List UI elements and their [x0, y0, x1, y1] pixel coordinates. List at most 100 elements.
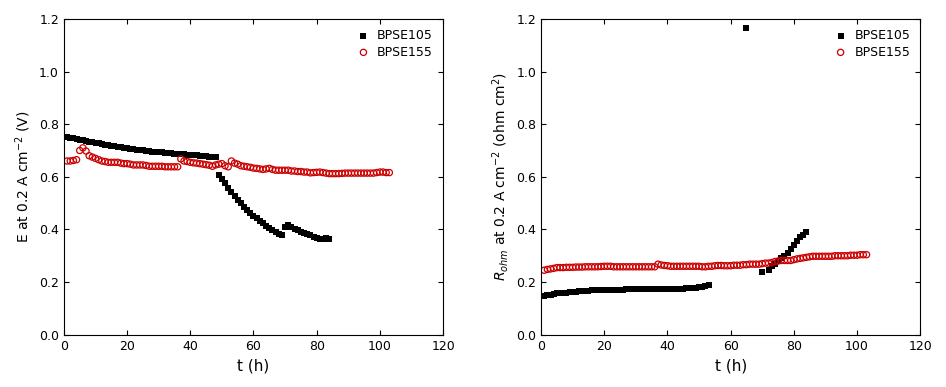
BPSE105 [284, 224, 299, 230]
BPSE105 [132, 147, 148, 153]
BPSE155 [363, 170, 378, 176]
BPSE155 [66, 158, 81, 164]
BPSE155 [569, 264, 584, 270]
BPSE105 [303, 232, 318, 238]
BPSE155 [373, 169, 388, 175]
BPSE105 [262, 225, 277, 231]
BPSE155 [296, 169, 311, 175]
BPSE155 [682, 263, 697, 269]
BPSE105 [581, 288, 596, 294]
BPSE155 [114, 160, 129, 166]
BPSE155 [239, 164, 254, 170]
BPSE155 [843, 252, 858, 258]
BPSE155 [616, 264, 631, 270]
BPSE155 [739, 262, 754, 268]
BPSE155 [253, 166, 268, 172]
BPSE105 [246, 212, 261, 219]
BPSE105 [76, 137, 91, 144]
BPSE105 [110, 144, 125, 150]
BPSE155 [597, 263, 612, 269]
BPSE155 [641, 264, 657, 270]
BPSE155 [632, 264, 647, 270]
BPSE105 [796, 231, 811, 238]
BPSE155 [761, 260, 776, 266]
BPSE155 [328, 171, 343, 177]
BPSE155 [107, 159, 122, 165]
BPSE155 [357, 170, 372, 176]
BPSE155 [828, 253, 843, 259]
BPSE105 [632, 286, 647, 292]
X-axis label: t (h): t (h) [237, 358, 270, 373]
BPSE105 [88, 140, 103, 146]
BPSE105 [543, 291, 558, 298]
BPSE155 [72, 147, 87, 154]
BPSE155 [713, 262, 728, 269]
BPSE105 [593, 288, 608, 294]
BPSE105 [739, 25, 754, 31]
BPSE105 [62, 135, 78, 141]
BPSE105 [114, 144, 129, 151]
BPSE155 [236, 163, 252, 170]
BPSE155 [850, 252, 865, 258]
BPSE155 [663, 263, 678, 269]
BPSE155 [126, 162, 141, 168]
BPSE155 [578, 264, 593, 270]
BPSE155 [625, 264, 640, 270]
BPSE105 [72, 137, 87, 143]
BPSE105 [694, 284, 710, 290]
BPSE105 [559, 289, 574, 296]
BPSE155 [550, 264, 565, 271]
BPSE155 [189, 160, 204, 166]
BPSE105 [164, 150, 179, 156]
BPSE105 [770, 258, 785, 264]
BPSE105 [622, 286, 637, 293]
BPSE155 [644, 264, 659, 270]
BPSE105 [142, 148, 157, 154]
BPSE105 [619, 286, 634, 293]
BPSE105 [220, 185, 236, 191]
BPSE105 [81, 139, 96, 145]
BPSE105 [161, 150, 176, 156]
BPSE155 [154, 163, 169, 170]
BPSE155 [104, 159, 119, 165]
BPSE155 [148, 163, 163, 170]
BPSE105 [100, 142, 115, 148]
BPSE105 [625, 286, 640, 293]
BPSE105 [230, 197, 245, 203]
BPSE155 [635, 264, 650, 270]
BPSE155 [701, 263, 716, 269]
BPSE105 [628, 286, 643, 293]
BPSE155 [856, 252, 871, 258]
BPSE155 [300, 169, 315, 175]
BPSE105 [764, 263, 780, 269]
BPSE105 [767, 260, 782, 267]
BPSE155 [786, 257, 801, 263]
BPSE155 [612, 264, 627, 270]
BPSE155 [277, 167, 292, 173]
BPSE105 [272, 231, 287, 237]
BPSE105 [208, 154, 223, 161]
BPSE155 [815, 253, 830, 259]
BPSE155 [729, 262, 745, 268]
BPSE105 [91, 140, 106, 146]
BPSE155 [274, 167, 289, 173]
BPSE105 [657, 286, 672, 292]
BPSE155 [651, 261, 666, 267]
BPSE155 [359, 170, 375, 176]
BPSE155 [290, 168, 306, 175]
BPSE155 [622, 264, 637, 270]
BPSE105 [281, 223, 296, 229]
BPSE105 [780, 250, 795, 256]
Y-axis label: $R_{ohm}$ at 0.2 A cm$^{-2}$ (ohm cm$^{2}$): $R_{ohm}$ at 0.2 A cm$^{-2}$ (ohm cm$^{2… [490, 72, 511, 281]
BPSE105 [536, 293, 552, 299]
BPSE155 [742, 261, 757, 267]
BPSE155 [185, 160, 201, 166]
BPSE155 [727, 262, 742, 268]
BPSE155 [176, 158, 191, 164]
BPSE155 [157, 164, 172, 170]
BPSE155 [196, 161, 211, 167]
BPSE105 [793, 234, 808, 240]
BPSE105 [123, 146, 138, 152]
BPSE155 [780, 257, 795, 264]
BPSE105 [249, 215, 264, 221]
